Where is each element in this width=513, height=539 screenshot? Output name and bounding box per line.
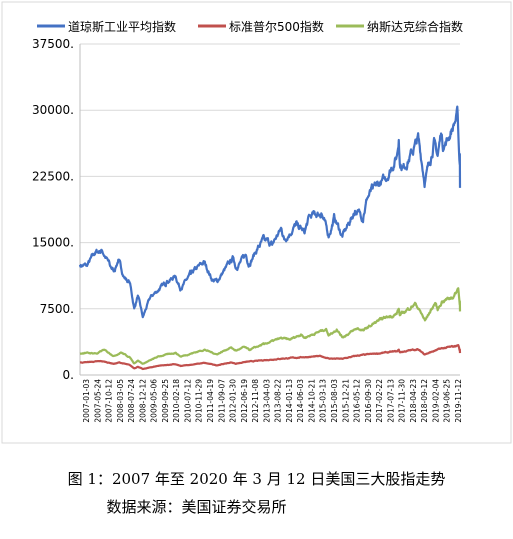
x-tick-label: 2014-06-03	[296, 379, 305, 423]
x-tick-label: 2016-09-30	[364, 379, 373, 423]
x-tick-label: 2018-04-23	[409, 379, 418, 423]
x-tick-label: 2015-08-03	[330, 379, 339, 423]
legend-label: 纳斯达克综合指数	[367, 19, 463, 34]
x-tick-label: 2017-07-13	[386, 379, 395, 423]
legend-label: 道琼斯工业平均指数	[68, 19, 176, 34]
x-tick-label: 2007-01-03	[82, 379, 91, 423]
legend-label: 标准普尔500指数	[229, 19, 324, 34]
x-tick-label: 2019-06-25	[443, 379, 452, 423]
figure-caption: 图 1：2007 年至 2020 年 3 月 12 日美国三大股指走势	[67, 470, 446, 488]
line-chart: 道琼斯工业平均指数 标准普尔500指数 纳斯达克综合指数 0. 7500. 15000.…	[1, 1, 512, 444]
x-tick-label: 2014-01-13	[285, 379, 294, 423]
data-source-note: 数据来源：美国证券交易所	[106, 498, 287, 516]
x-tick-label: 2015-12-21	[341, 379, 350, 423]
chart-frame: 道琼斯工业平均指数 标准普尔500指数 纳斯达克综合指数 0. 7500. 15000.…	[1, 1, 512, 444]
legend: 道琼斯工业平均指数 标准普尔500指数 纳斯达克综合指数	[37, 19, 463, 34]
x-tick-label: 2010-07-12	[183, 379, 192, 423]
chart-border	[1, 1, 512, 444]
series-line	[78, 105, 462, 319]
x-tick-label: 2011-09-07	[217, 379, 226, 423]
x-tick-label: 2018-09-12	[420, 379, 429, 423]
x-tick-label: 2008-03-05	[116, 379, 125, 423]
y-tick-label: 15000.	[32, 236, 74, 250]
y-axis: 0. 7500. 15000. 22500. 30000. 37500.	[32, 37, 81, 382]
x-tick-label: 2011-04-19	[206, 379, 215, 423]
plot-area	[78, 105, 462, 371]
x-tick-label: 2014-10-21	[307, 379, 316, 423]
x-tick-label: 2019-02-04	[431, 379, 440, 423]
x-tick-label: 2017-02-22	[375, 379, 384, 423]
x-tick-label: 2009-05-06	[150, 379, 159, 423]
x-tick-label: 2012-06-19	[240, 379, 249, 423]
x-axis: 2007-01-03 2007-05-24 2007-10-12 2008-03-05…	[80, 374, 463, 423]
x-tick-label: 2013-04-03	[262, 379, 271, 423]
y-tick-label: 37500.	[32, 37, 74, 51]
x-tick-label: 2008-07-24	[127, 379, 136, 423]
y-tick-label: 0.	[63, 368, 74, 382]
x-tick-label: 2008-12-12	[138, 379, 147, 423]
x-tick-label: 2016-05-12	[353, 379, 362, 423]
y-tick-label: 22500.	[32, 169, 74, 183]
y-tick-label: 30000.	[32, 103, 74, 117]
x-tick-label: 2007-05-24	[93, 379, 102, 423]
x-tick-label: 2015-03-13	[319, 379, 328, 423]
x-tick-label: 2017-11-30	[398, 379, 407, 423]
x-tick-label: 2019-11-12	[454, 379, 463, 423]
x-tick-label: 2010-02-18	[172, 379, 181, 423]
x-tick-label: 2012-01-30	[229, 379, 238, 423]
x-tick-label: 2007-10-12	[105, 379, 114, 423]
x-tick-label: 2010-11-29	[195, 379, 204, 423]
series-line	[79, 287, 462, 365]
y-tick-label: 7500.	[40, 302, 74, 316]
series-line	[79, 343, 462, 371]
x-tick-label: 2013-08-22	[274, 379, 283, 423]
x-tick-label: 2012-11-08	[251, 379, 260, 423]
x-tick-label: 2009-09-25	[161, 379, 170, 423]
